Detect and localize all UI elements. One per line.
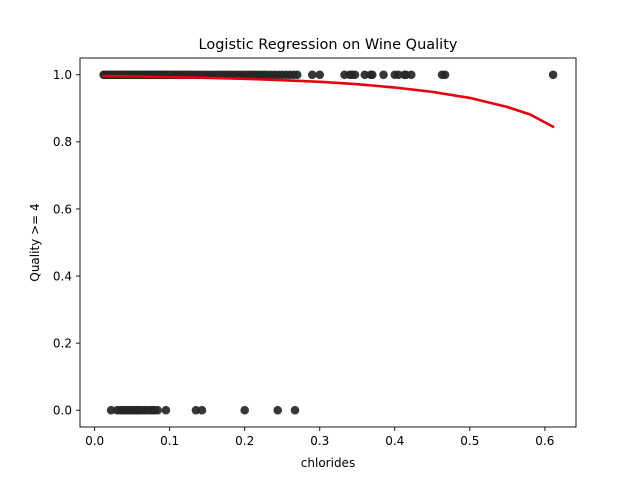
x-axis-label: chlorides xyxy=(301,456,355,470)
axes-frame xyxy=(79,57,577,428)
data-point xyxy=(360,70,370,80)
data-point xyxy=(406,70,416,80)
data-point xyxy=(161,405,171,415)
data-point xyxy=(440,70,450,80)
regression-curve xyxy=(102,74,555,129)
data-point xyxy=(240,405,250,415)
y-tick-label: 0.6 xyxy=(53,202,72,216)
data-point xyxy=(367,70,377,80)
x-tick-label: 0.5 xyxy=(460,434,479,448)
data-point xyxy=(153,405,162,415)
chart-title: Logistic Regression on Wine Quality xyxy=(199,37,458,53)
x-tick-label: 0.4 xyxy=(385,434,404,448)
data-point xyxy=(548,70,558,80)
x-tick-label: 0.0 xyxy=(85,434,104,448)
x-tick-label: 0.2 xyxy=(235,434,254,448)
data-point xyxy=(197,405,207,415)
y-tick-label: 0.0 xyxy=(53,404,72,418)
data-point xyxy=(290,405,300,415)
data-point xyxy=(273,405,283,415)
data-point xyxy=(379,70,388,80)
y-axis: 0.0 0.2 0.4 0.6 0.8 1.0 xyxy=(53,68,80,418)
x-axis: 0.0 0.1 0.2 0.3 0.4 0.5 0.6 xyxy=(85,427,554,448)
y-tick-label: 1.0 xyxy=(53,68,72,82)
y-axis-label: Quality >= 4 xyxy=(28,203,42,281)
y-tick-label: 0.8 xyxy=(53,135,72,149)
x-tick-label: 0.1 xyxy=(160,434,179,448)
data-point xyxy=(191,405,201,415)
data-point xyxy=(394,70,403,80)
data-point xyxy=(350,70,360,80)
plot-area xyxy=(99,70,558,415)
x-tick-label: 0.6 xyxy=(535,434,554,448)
y-tick-label: 0.4 xyxy=(53,269,72,283)
data-point xyxy=(307,70,317,80)
data-point xyxy=(315,70,325,80)
y-tick-label: 0.2 xyxy=(53,336,72,350)
data-point xyxy=(292,70,302,80)
x-tick-label: 0.3 xyxy=(310,434,329,448)
data-point xyxy=(106,405,116,415)
